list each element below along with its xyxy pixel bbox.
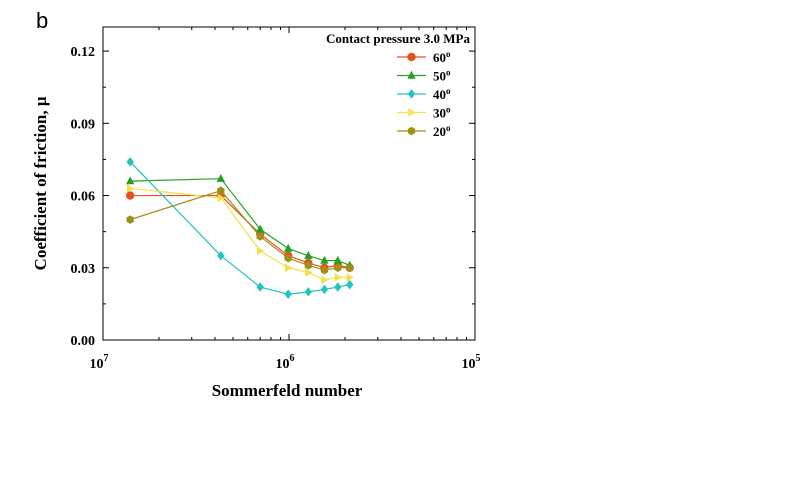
data-point-50 — [255, 224, 265, 233]
series-group — [125, 157, 354, 299]
series-40 — [126, 157, 354, 299]
legend-label: 60o — [433, 49, 451, 65]
legend-label: 20o — [433, 123, 451, 139]
x-tick-label: 107 — [90, 353, 109, 372]
y-tick-label: 0.00 — [71, 334, 96, 349]
x-tick-label: 105 — [462, 353, 481, 372]
legend-item-40: 40o — [397, 86, 451, 102]
data-point-50 — [125, 176, 135, 185]
data-point-40 — [126, 157, 134, 167]
x-axis-title: Sommerfeld number — [212, 381, 363, 400]
series-line-40 — [129, 161, 350, 295]
data-point-30 — [217, 193, 226, 203]
legend: Contact pressure 3.0 MPa 60o 50o 40o 30o 20o — [326, 31, 470, 139]
x-tick-label: 106 — [276, 353, 295, 372]
legend-label: 40o — [433, 86, 451, 102]
legend-marker — [407, 89, 416, 99]
legend-item-30: 30o — [397, 105, 451, 121]
data-point-20 — [320, 265, 329, 275]
data-point-20 — [284, 253, 292, 263]
legend-item-50: 50o — [397, 68, 451, 84]
data-point-20 — [334, 263, 342, 272]
y-tick-label: 0.09 — [71, 117, 96, 132]
legend-marker — [407, 52, 416, 62]
data-point-20 — [346, 263, 354, 272]
axes-group — [102, 26, 476, 341]
series-50 — [125, 173, 354, 269]
data-point-20 — [217, 186, 225, 195]
data-point-30 — [321, 275, 329, 285]
series-30 — [126, 184, 354, 285]
data-point-40 — [256, 282, 264, 292]
series-line-60 — [130, 194, 350, 269]
legend-marker — [408, 108, 416, 117]
data-point-40 — [345, 279, 354, 290]
data-point-30 — [305, 268, 313, 277]
data-point-20 — [256, 232, 264, 241]
legend-title: Contact pressure 3.0 MPa — [326, 31, 470, 46]
legend-item-60: 60o — [397, 49, 451, 65]
data-point-50 — [216, 173, 226, 182]
data-point-40 — [334, 282, 342, 292]
legend-item-20: 20o — [397, 123, 451, 139]
data-point-50 — [283, 243, 293, 252]
data-point-20 — [304, 261, 312, 270]
legend-marker — [407, 126, 416, 136]
data-point-30 — [126, 184, 135, 193]
data-point-30 — [256, 246, 265, 256]
data-point-40 — [320, 284, 329, 295]
data-point-30 — [334, 273, 343, 282]
data-point-50 — [320, 255, 329, 264]
y-tick-label: 0.12 — [71, 45, 96, 60]
data-point-40 — [217, 251, 225, 261]
data-point-40 — [304, 287, 313, 297]
data-point-50 — [333, 255, 343, 264]
legend-label: 30o — [433, 105, 451, 121]
series-20 — [126, 186, 354, 275]
data-point-30 — [284, 263, 293, 272]
legend-marker — [407, 70, 416, 79]
data-point-20 — [126, 215, 134, 224]
y-tick-label: 0.06 — [71, 190, 96, 205]
data-point-50 — [304, 251, 313, 259]
axis-labels: 0.00 0.03 0.06 0.09 0.12 107 106 105 Sommerfeld … — [31, 45, 481, 400]
y-axis-title: Coefficient of friction, μ — [31, 96, 50, 270]
data-point-40 — [284, 289, 292, 299]
y-tick-label: 0.03 — [71, 262, 96, 277]
data-point-30 — [346, 273, 354, 282]
panel-label: b — [36, 8, 48, 33]
legend-label: 50o — [433, 68, 451, 84]
data-point-60 — [125, 191, 135, 200]
